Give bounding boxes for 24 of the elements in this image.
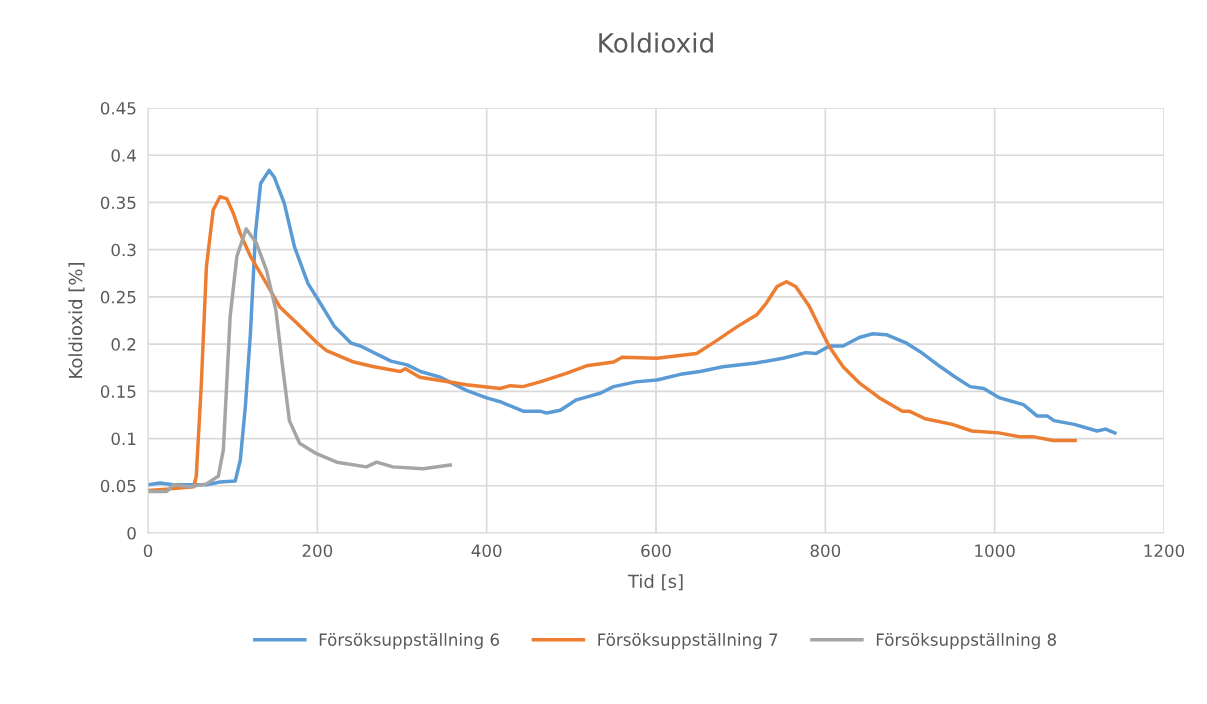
legend-label: Försöksuppställning 8: [876, 633, 1057, 650]
chart-title: Koldioxid: [599, 32, 713, 53]
y-tick-label: 0.45: [100, 101, 136, 115]
y-tick-label: 0.4: [111, 149, 136, 162]
x-tick-label: 600: [641, 544, 671, 558]
y-tick-label: 0.3: [111, 243, 136, 257]
x-tick-label: 400: [471, 544, 502, 558]
x-tick-label: 200: [302, 544, 333, 558]
y-tick-label: 0.15: [100, 385, 136, 398]
x-tick-label: 800: [810, 544, 841, 558]
line-series: [148, 227, 452, 494]
y-tick-label: 0.2: [111, 338, 136, 351]
y-tick-label: 0: [127, 526, 136, 540]
y-tick-label: 0.25: [100, 290, 136, 304]
x-tick-label: 1200: [1144, 544, 1185, 558]
legend-label: Försöksuppställning 6: [319, 633, 500, 650]
y-axis-title: Koldioxid [%]: [68, 263, 85, 378]
x-tick-label: 0: [143, 544, 153, 558]
y-tick-label: 0.35: [100, 196, 136, 210]
y-tick-label: 0.05: [100, 479, 136, 493]
y-tick-label: 0.1: [111, 432, 136, 446]
x-axis-title: Tid [s]: [627, 574, 683, 591]
legend-label: Försöksuppställning 7: [598, 633, 778, 650]
x-tick-label: 1000: [975, 544, 1015, 558]
